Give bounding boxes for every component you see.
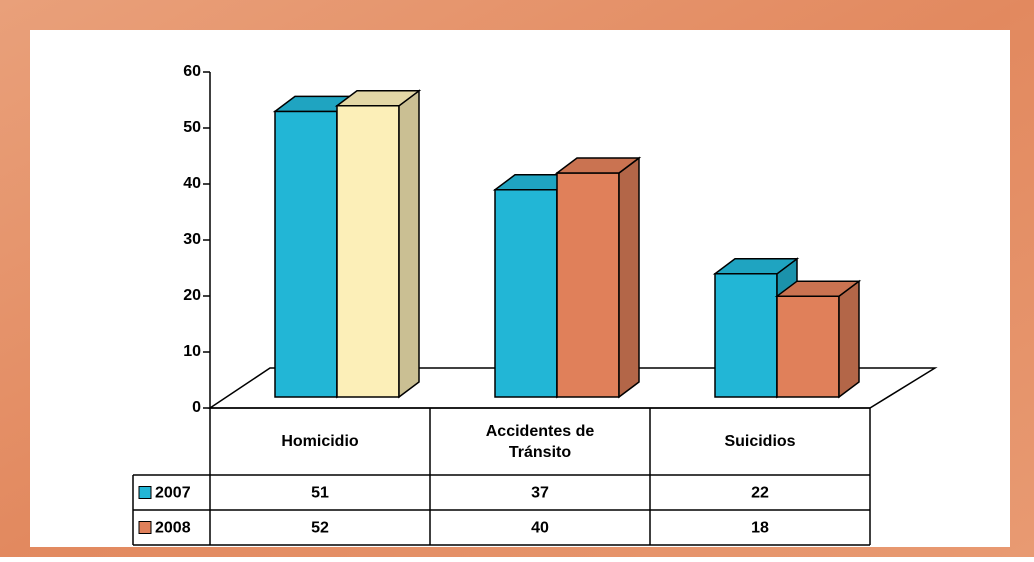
table-value: 40 — [531, 520, 549, 537]
legend-swatch — [138, 521, 152, 534]
bar-face — [398, 89, 420, 399]
bar — [774, 279, 862, 399]
bar-face — [776, 295, 840, 398]
table-value: 51 — [311, 485, 329, 502]
y-tick-label: 60 — [183, 63, 201, 80]
y-tick-label: 40 — [183, 175, 201, 192]
table-value: 22 — [751, 485, 769, 502]
legend-label: 2007 — [155, 485, 191, 502]
y-tick-label: 30 — [183, 231, 201, 248]
category-label: Homicidio — [281, 433, 359, 450]
bar — [334, 89, 422, 399]
bar-face — [494, 189, 558, 398]
y-tick-label: 20 — [183, 287, 201, 304]
bar-face — [618, 156, 640, 399]
category-label: Accidentes de Tránsito — [486, 423, 595, 461]
bar-face — [714, 273, 778, 398]
table-value: 18 — [751, 520, 769, 537]
bar-face — [556, 172, 620, 398]
table-value: 37 — [531, 485, 549, 502]
bar-face — [336, 105, 400, 398]
y-tick-label: 10 — [183, 343, 201, 360]
bar — [554, 156, 642, 399]
bar-face — [712, 258, 800, 275]
bar-face — [274, 110, 338, 398]
bar-face — [554, 157, 642, 174]
bar-face — [838, 279, 860, 399]
bar-face — [774, 280, 862, 297]
y-tick-label: 50 — [183, 119, 201, 136]
category-label: Suicidios — [724, 433, 795, 450]
legend-swatch — [138, 486, 152, 499]
bar-face — [334, 90, 422, 107]
legend-label: 2008 — [155, 520, 191, 537]
table-value: 52 — [311, 520, 329, 537]
y-tick-label: 0 — [192, 399, 201, 416]
